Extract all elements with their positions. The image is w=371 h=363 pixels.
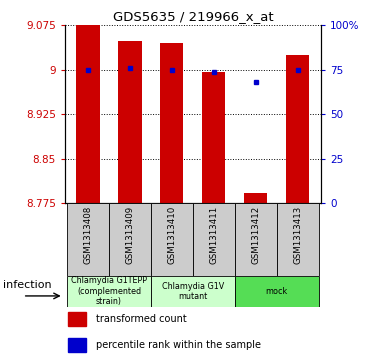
Text: percentile rank within the sample: percentile rank within the sample bbox=[96, 340, 260, 350]
Bar bbox=[235, 203, 277, 276]
Bar bbox=[244, 193, 267, 203]
Text: infection: infection bbox=[3, 280, 52, 290]
Bar bbox=[67, 276, 151, 307]
Text: GSM1313413: GSM1313413 bbox=[293, 206, 302, 264]
Bar bbox=[151, 276, 235, 307]
Text: GSM1313412: GSM1313412 bbox=[252, 206, 260, 264]
Text: transformed count: transformed count bbox=[96, 314, 186, 324]
Bar bbox=[118, 41, 141, 203]
Bar bbox=[68, 338, 86, 351]
Bar bbox=[160, 42, 184, 203]
Bar bbox=[286, 55, 309, 203]
Title: GDS5635 / 219966_x_at: GDS5635 / 219966_x_at bbox=[113, 10, 273, 23]
Text: GSM1313411: GSM1313411 bbox=[209, 206, 219, 264]
Text: Chlamydia G1V
mutant: Chlamydia G1V mutant bbox=[162, 282, 224, 301]
Bar bbox=[68, 312, 86, 326]
Bar bbox=[151, 203, 193, 276]
Text: Chlamydia G1TEPP
(complemented
strain): Chlamydia G1TEPP (complemented strain) bbox=[71, 276, 147, 306]
Text: GSM1313410: GSM1313410 bbox=[167, 206, 177, 264]
Bar bbox=[67, 203, 109, 276]
Bar bbox=[193, 203, 235, 276]
Text: GSM1313408: GSM1313408 bbox=[83, 206, 92, 264]
Bar bbox=[202, 72, 226, 203]
Bar bbox=[109, 203, 151, 276]
Bar bbox=[235, 276, 319, 307]
Text: mock: mock bbox=[266, 287, 288, 296]
Bar bbox=[76, 25, 99, 203]
Bar bbox=[277, 203, 319, 276]
Text: GSM1313409: GSM1313409 bbox=[125, 206, 134, 264]
